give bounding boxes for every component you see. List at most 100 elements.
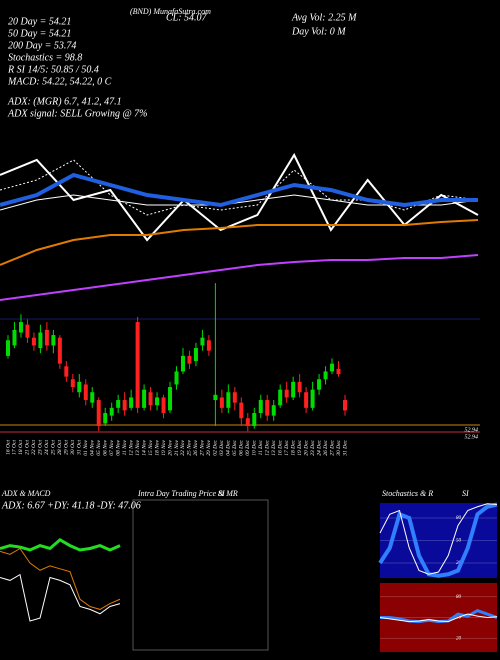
x-tick-label: 09 Dec	[245, 439, 251, 455]
x-tick-label: 22 Oct	[31, 440, 37, 455]
x-tick-label: 01 Nov	[83, 439, 89, 455]
x-tick-label: 19 Dec	[297, 439, 303, 455]
x-tick-label: 24 Oct	[43, 440, 50, 455]
candle-body	[174, 371, 179, 385]
candle-body	[245, 418, 250, 427]
candle-body	[239, 402, 244, 419]
info-line: 200 Day = 53.74	[8, 40, 76, 51]
series-line	[0, 159, 479, 216]
x-tick-label: 25 Oct	[51, 440, 57, 455]
candle-body	[297, 381, 302, 393]
x-tick-label: 14 Nov	[140, 439, 147, 455]
x-tick-label: 02 Dec	[213, 439, 219, 455]
info-line: ADX: (MGR) 6.7, 41.2, 47.1	[7, 96, 122, 107]
x-tick-label: 27 Nov	[200, 439, 206, 455]
x-tick-label: 30 Dec	[336, 439, 342, 456]
x-tick-label: 24 Dec	[315, 439, 322, 455]
candle-body	[148, 392, 153, 406]
y-tick-label: 50	[456, 616, 462, 621]
series-line	[380, 608, 498, 624]
x-tick-label: 06 Dec	[239, 439, 245, 455]
x-tick-label: 18 Oct	[18, 440, 24, 455]
info-line: 20 Day = 54.21	[8, 16, 71, 27]
x-tick-label: 08 Nov	[115, 439, 121, 455]
x-tick-label: 25 Nov	[187, 439, 193, 455]
candle-body	[213, 394, 218, 401]
candle-body	[90, 392, 95, 403]
price-label: 52.94	[465, 433, 479, 440]
close-label: CL: 54.07	[166, 12, 208, 23]
candle-body	[38, 332, 43, 349]
panel-title: Stochastics & R	[382, 489, 433, 498]
avg-vol: Avg Vol: 2.25 M	[291, 12, 357, 23]
candle-body	[343, 400, 347, 411]
x-tick-label: 23 Dec	[310, 439, 316, 455]
series-line	[0, 573, 121, 622]
candle-body	[12, 329, 17, 346]
series-line	[0, 537, 121, 552]
x-tick-label: 13 Dec	[271, 439, 277, 455]
candle-body	[232, 392, 237, 403]
info-line: ADX signal: SELL Growing @ 7%	[7, 108, 148, 119]
x-tick-label: 04 Nov	[89, 439, 96, 455]
x-tick-label: 28 Oct	[57, 440, 63, 455]
x-tick-label: 19 Nov	[161, 439, 167, 455]
candle-body	[96, 400, 101, 427]
x-tick-label: 27 Dec	[329, 439, 335, 455]
y-tick-label: 80	[456, 595, 462, 600]
x-tick-label: 22 Nov	[180, 439, 186, 455]
candle-body	[206, 340, 211, 351]
x-tick-label: 26 Dec	[323, 439, 329, 455]
x-tick-label: 11 Dec	[258, 439, 264, 455]
candle-body	[317, 379, 322, 390]
candle-body	[168, 387, 173, 411]
series-line	[379, 613, 498, 623]
candle-body	[278, 389, 283, 406]
candle-body	[6, 340, 10, 356]
candle-body	[252, 413, 257, 427]
candle-body	[330, 363, 335, 372]
x-tick-label: 16 Dec	[277, 439, 283, 455]
candle-body	[200, 337, 205, 346]
candle-body	[31, 337, 36, 346]
series-line	[0, 172, 478, 208]
candle-body	[51, 335, 56, 346]
x-tick-label: 03 Dec	[219, 439, 225, 455]
x-tick-label: 15 Nov	[148, 439, 154, 455]
candle-body	[323, 371, 328, 380]
series-line	[379, 503, 498, 575]
candle-body	[64, 366, 69, 377]
candle-body	[116, 400, 121, 408]
candle-body	[44, 329, 49, 346]
candle-body	[135, 322, 140, 408]
x-tick-label: 31 Oct	[77, 440, 83, 456]
x-tick-label: 13 Nov	[135, 439, 141, 455]
info-line: MACD: 54.22, 54.22, 0 C	[7, 76, 112, 87]
x-tick-label: 30 Oct	[70, 440, 76, 456]
intraday-box	[132, 499, 269, 651]
y-tick-label: 20	[456, 636, 462, 641]
candle-body	[271, 405, 276, 416]
candle-body	[122, 400, 127, 411]
x-tick-label: 21 Nov	[174, 439, 180, 455]
x-tick-label: 16 Oct	[5, 440, 11, 455]
candle-body	[142, 389, 147, 408]
candle-body	[57, 337, 62, 364]
y-tick-label: 80	[456, 516, 462, 521]
candle-body	[180, 355, 185, 372]
panel-subtitle: SI	[218, 489, 225, 498]
candle-body	[155, 397, 160, 406]
candle-body	[103, 413, 108, 424]
x-tick-label: 23 Oct	[38, 440, 44, 455]
x-tick-label: 04 Dec	[225, 439, 232, 455]
candle-body	[336, 368, 341, 375]
candle-body	[219, 397, 224, 408]
x-tick-label: 12 Nov	[128, 439, 134, 455]
x-tick-label: 21 Oct	[25, 440, 31, 455]
panel-title: Intra Day Trading Price & MR	[137, 489, 238, 498]
candle-body	[265, 400, 270, 416]
day-vol: Day Vol: 0 M	[291, 26, 346, 37]
x-tick-label: 06 Nov	[102, 439, 108, 455]
candle-body	[161, 397, 166, 414]
series-line	[0, 547, 121, 610]
